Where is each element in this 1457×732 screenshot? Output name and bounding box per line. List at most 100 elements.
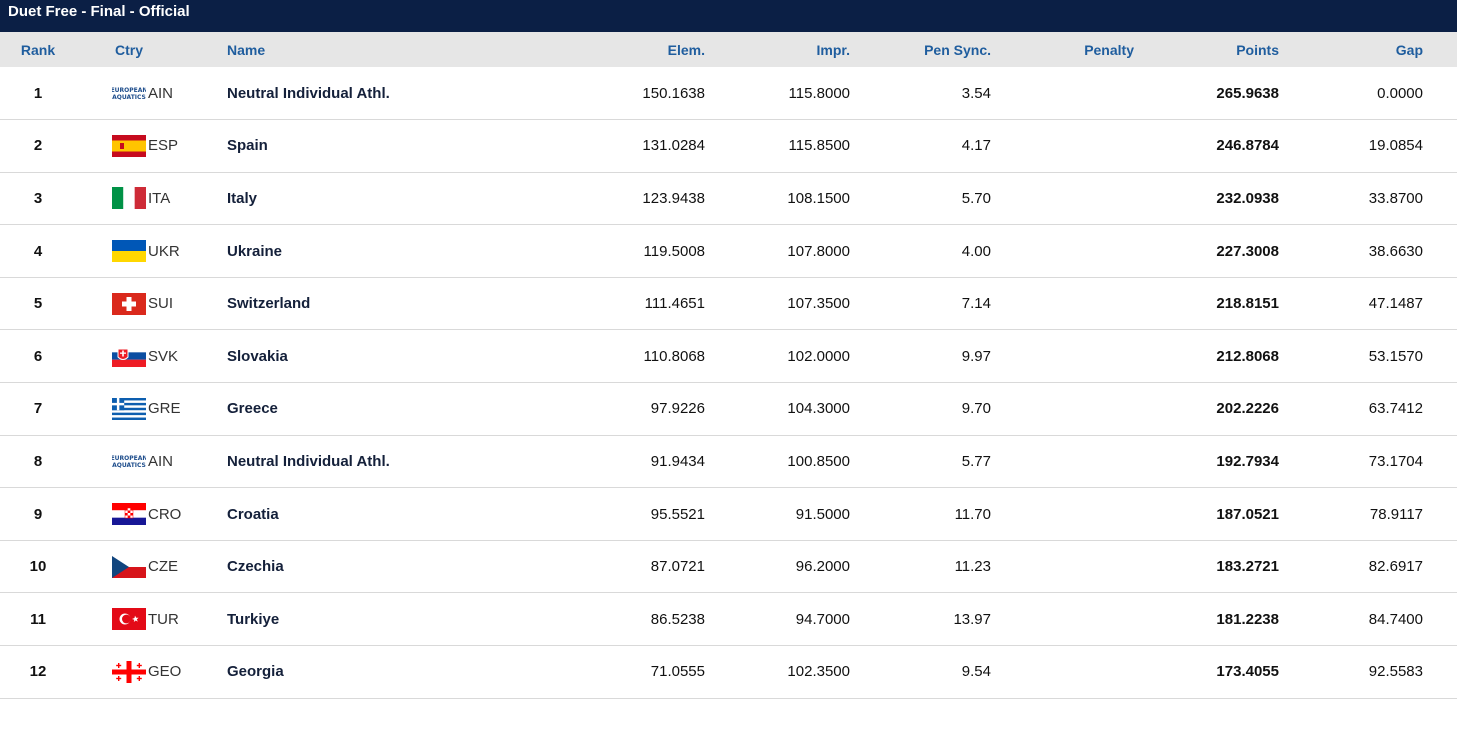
pen-sync-cell: 9.70: [961, 400, 991, 418]
table-row[interactable]: 6 SVK Slovakia 110.8068 102.0000 9.97 212.8068…: [0, 330, 1457, 383]
penalty-cell: [991, 225, 1134, 278]
elem-cell: 71.0555: [650, 663, 705, 681]
athlete-name[interactable]: Neutral Individual Athl.: [227, 452, 390, 470]
table-row[interactable]: 3 ITA Italy 123.9438 108.1500 5.70 232.0938 33.…: [0, 172, 1457, 225]
table-row[interactable]: 4 UKR Ukraine 119.5008 107.8000 4.00 227.3008 3…: [0, 225, 1457, 278]
country-cell: ITA: [76, 172, 222, 225]
col-spacer: [1423, 32, 1457, 67]
points-cell: 187.0521: [1216, 505, 1279, 523]
elem-cell: 150.1638: [642, 84, 705, 102]
pen-sync-cell: 3.54: [961, 84, 991, 102]
impr-cell: 94.7000: [795, 610, 850, 628]
country-code: SUI: [148, 295, 174, 313]
georgia-flag-icon: [112, 660, 146, 683]
points-cell: 232.0938: [1216, 189, 1279, 207]
points-cell: 265.9638: [1216, 84, 1279, 102]
country-code: SVK: [148, 347, 179, 365]
elem-cell: 86.5238: [650, 610, 705, 628]
table-row[interactable]: 5 SUI Switzerland 111.4651 107.3500 7.14 218.8…: [0, 277, 1457, 330]
pen-sync-cell: 4.17: [961, 137, 991, 155]
elem-cell: 95.5521: [650, 505, 705, 523]
points-cell: 173.4055: [1216, 663, 1279, 681]
col-elem-header[interactable]: Elem.: [667, 41, 705, 58]
athlete-name[interactable]: Slovakia: [227, 347, 288, 365]
italy-flag-icon: [112, 187, 146, 210]
gap-cell: 33.8700: [1368, 189, 1423, 207]
row-spacer: [1423, 277, 1457, 330]
col-penalty-header[interactable]: Penalty: [1084, 41, 1134, 58]
table-row[interactable]: 11 TUR Turkiye 86.5238 94.7000 13.97 181.2238 8…: [0, 593, 1457, 646]
country-cell: UKR: [76, 225, 222, 278]
rank-cell: 8: [33, 452, 43, 470]
athlete-name[interactable]: Croatia: [227, 505, 279, 523]
gap-cell: 19.0854: [1368, 137, 1423, 155]
row-spacer: [1423, 67, 1457, 120]
athlete-name[interactable]: Turkiye: [227, 610, 280, 628]
table-row[interactable]: 8 EUROPEAN AQUATICS AIN Neutral Individual A…: [0, 435, 1457, 488]
ain-logo-icon: EUROPEAN AQUATICS: [112, 82, 146, 105]
penalty-cell: [991, 330, 1134, 383]
table-row[interactable]: 9 CRO Croatia 95.5521 91.5000 11.70 187.0521 78…: [0, 488, 1457, 541]
gap-cell: 73.1704: [1368, 452, 1423, 470]
elem-cell: 111.4651: [644, 295, 705, 313]
country-code: UKR: [148, 242, 180, 260]
rank-cell: 3: [33, 189, 43, 207]
pen-sync-cell: 11.23: [954, 558, 991, 576]
table-row[interactable]: 7 GRE Greece 97.9226 104.3000 9.70 202.2226 63.…: [0, 383, 1457, 436]
athlete-name[interactable]: Switzerland: [227, 295, 311, 313]
country-cell: GEO: [76, 646, 222, 699]
table-row[interactable]: 1 EUROPEAN AQUATICS AIN Neutral Individual A…: [0, 67, 1457, 120]
country-cell: TUR: [76, 593, 222, 646]
col-name-header[interactable]: Name: [227, 41, 266, 58]
impr-cell: 104.3000: [787, 400, 850, 418]
gap-cell: 92.5583: [1368, 663, 1423, 681]
country-code: GEO: [148, 663, 182, 681]
athlete-name[interactable]: Czechia: [227, 558, 284, 576]
elem-cell: 97.9226: [650, 400, 705, 418]
croatia-flag-icon: [112, 503, 146, 526]
table-row[interactable]: 2 ESP Spain 131.0284 115.8500 4.17 246.8784 19.…: [0, 120, 1457, 173]
ukraine-flag-icon: [112, 240, 146, 263]
header-row: Rank Ctry Name Elem. Impr. Pen Sync. Pen…: [0, 32, 1457, 67]
row-spacer: [1423, 435, 1457, 488]
col-points-header[interactable]: Points: [1236, 41, 1279, 58]
ain-logo-icon: EUROPEAN AQUATICS: [112, 450, 146, 473]
penalty-cell: [991, 120, 1134, 173]
country-code: TUR: [148, 610, 179, 628]
row-spacer: [1423, 383, 1457, 436]
svg-text:AQUATICS: AQUATICS: [112, 462, 146, 469]
points-cell: 183.2721: [1216, 558, 1279, 576]
table-row[interactable]: 12 GEO Georgia 71.0555 102.3500 9.54 173.4055 9…: [0, 646, 1457, 699]
impr-cell: 107.8000: [787, 242, 850, 260]
country-code: ITA: [148, 189, 171, 207]
athlete-name[interactable]: Spain: [227, 137, 268, 155]
col-impr-header[interactable]: Impr.: [816, 41, 850, 58]
penalty-cell: [991, 540, 1134, 593]
gap-cell: 82.6917: [1368, 558, 1423, 576]
slovakia-flag-icon: [112, 345, 146, 368]
country-cell: CZE: [76, 540, 222, 593]
results-title: Duet Free - Final - Official: [0, 0, 1457, 32]
points-cell: 227.3008: [1216, 242, 1279, 260]
row-spacer: [1423, 593, 1457, 646]
col-rank-header[interactable]: Rank: [20, 41, 56, 58]
gap-cell: 78.9117: [1369, 505, 1423, 523]
athlete-name[interactable]: Georgia: [227, 663, 284, 681]
athlete-name[interactable]: Greece: [227, 400, 278, 418]
country-cell: EUROPEAN AQUATICS AIN: [76, 67, 222, 120]
penalty-cell: [991, 593, 1134, 646]
points-cell: 218.8151: [1216, 295, 1279, 313]
athlete-name[interactable]: Ukraine: [227, 242, 283, 260]
athlete-name[interactable]: Italy: [227, 189, 258, 207]
impr-cell: 102.3500: [787, 663, 850, 681]
athlete-name[interactable]: Neutral Individual Athl.: [227, 84, 390, 102]
gap-cell: 84.7400: [1368, 610, 1423, 628]
col-pen-sync-header[interactable]: Pen Sync.: [924, 41, 991, 58]
col-ctry-header[interactable]: Ctry: [114, 41, 143, 58]
row-spacer: [1423, 646, 1457, 699]
row-spacer: [1423, 488, 1457, 541]
points-cell: 181.2238: [1216, 610, 1279, 628]
impr-cell: 115.8500: [788, 137, 850, 155]
table-row[interactable]: 10 CZE Czechia 87.0721 96.2000 11.23 183.2721 8…: [0, 540, 1457, 593]
col-gap-header[interactable]: Gap: [1395, 41, 1423, 58]
